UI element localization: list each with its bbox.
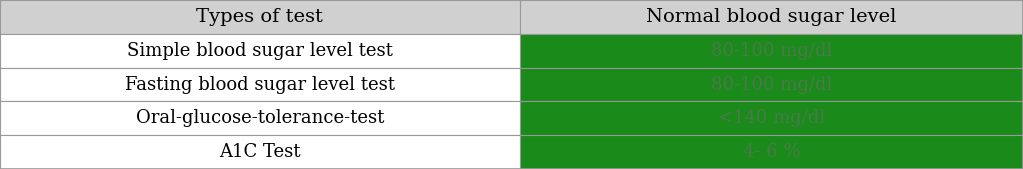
Bar bbox=[0, 34, 520, 68]
Text: Types of test: Types of test bbox=[196, 8, 323, 26]
Text: Fasting blood sugar level test: Fasting blood sugar level test bbox=[125, 76, 395, 93]
Bar bbox=[520, 0, 1023, 34]
Text: Oral-glucose-tolerance-test: Oral-glucose-tolerance-test bbox=[136, 109, 384, 127]
Text: 80-100 mg/dl: 80-100 mg/dl bbox=[711, 76, 832, 93]
Bar bbox=[520, 34, 1023, 68]
Bar bbox=[0, 68, 520, 101]
Text: 4- 6 %: 4- 6 % bbox=[743, 143, 800, 161]
Bar bbox=[520, 68, 1023, 101]
Text: Normal blood sugar level: Normal blood sugar level bbox=[647, 8, 896, 26]
Text: <140 mg/dl: <140 mg/dl bbox=[718, 109, 825, 127]
Bar bbox=[0, 0, 520, 34]
Bar bbox=[0, 135, 520, 169]
Text: 80-100 mg/dl: 80-100 mg/dl bbox=[711, 42, 832, 60]
Bar bbox=[520, 101, 1023, 135]
Text: Simple blood sugar level test: Simple blood sugar level test bbox=[127, 42, 393, 60]
Text: A1C Test: A1C Test bbox=[219, 143, 301, 161]
Bar bbox=[0, 101, 520, 135]
Bar bbox=[520, 135, 1023, 169]
